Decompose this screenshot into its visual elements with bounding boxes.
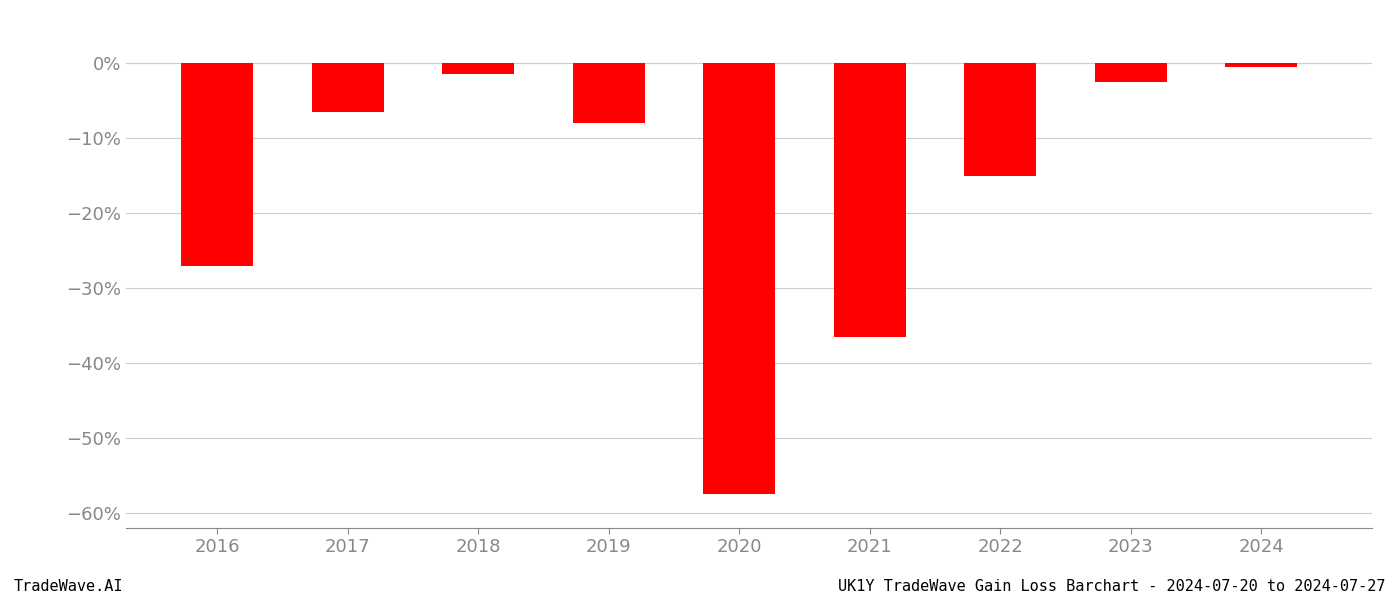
Bar: [703, 63, 776, 494]
Bar: [1095, 63, 1166, 82]
Bar: [182, 63, 253, 265]
Bar: [442, 63, 514, 74]
Bar: [834, 63, 906, 337]
Bar: [1225, 63, 1296, 67]
Text: UK1Y TradeWave Gain Loss Barchart - 2024-07-20 to 2024-07-27: UK1Y TradeWave Gain Loss Barchart - 2024…: [839, 579, 1386, 594]
Bar: [965, 63, 1036, 175]
Bar: [312, 63, 384, 112]
Bar: [573, 63, 644, 123]
Text: TradeWave.AI: TradeWave.AI: [14, 579, 123, 594]
